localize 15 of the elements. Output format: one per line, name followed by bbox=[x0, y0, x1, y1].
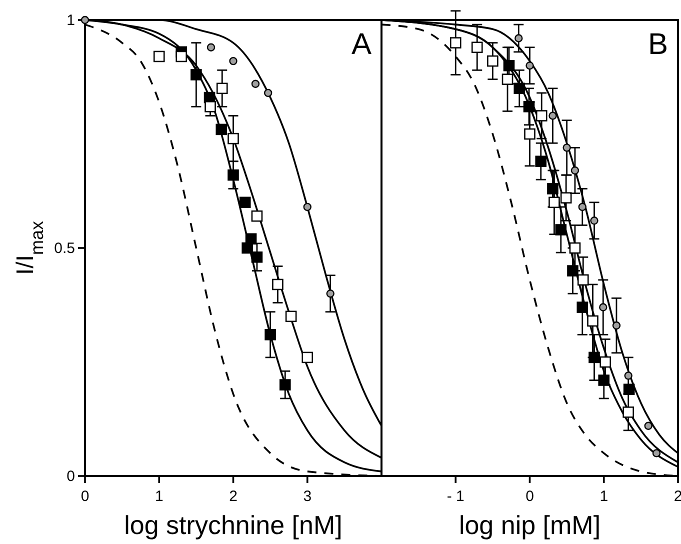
y-tick-label: 0.5 bbox=[54, 240, 75, 257]
x-tick-label: 0 bbox=[526, 488, 534, 505]
x-tick-label: 1 bbox=[154, 488, 164, 505]
x-tick-label: 0 bbox=[80, 488, 90, 505]
x-tick-label: 3 bbox=[303, 488, 312, 505]
annotation: A bbox=[351, 28, 372, 61]
x-tick-label: 1 bbox=[600, 488, 608, 505]
y-tick-label: 1 bbox=[66, 12, 75, 29]
y-tick-label: 0 bbox=[66, 468, 75, 485]
x-tick-label: 2 bbox=[674, 488, 681, 505]
x-tick-label: 2 bbox=[229, 488, 238, 505]
x-axis-title: log nip [mM] bbox=[458, 510, 601, 540]
annotation: B bbox=[648, 28, 668, 61]
x-axis-title: log strychnine [nM] bbox=[124, 510, 342, 540]
x-tick-label: - 1 bbox=[446, 488, 464, 505]
